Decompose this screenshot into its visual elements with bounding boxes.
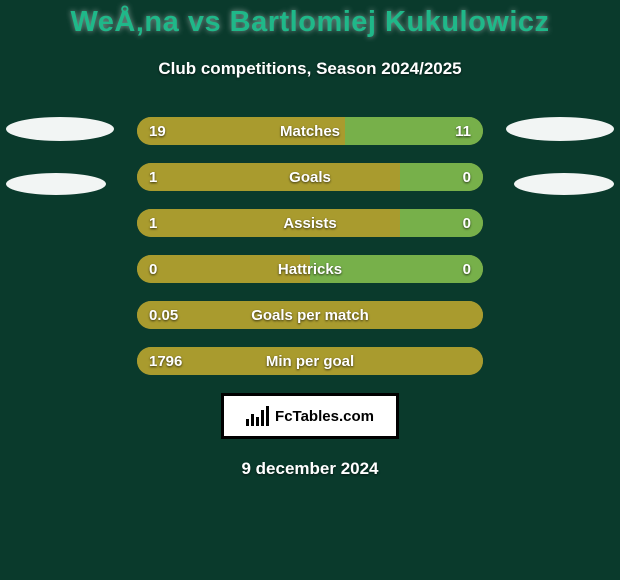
stat-label: Hattricks: [137, 255, 483, 283]
player-ellipse-icon: [6, 117, 114, 141]
stat-row: 00Hattricks: [137, 255, 483, 283]
stat-label: Matches: [137, 117, 483, 145]
stat-row: 0.05Goals per match: [137, 301, 483, 329]
stat-label: Min per goal: [137, 347, 483, 375]
ellipses-right: [506, 117, 614, 195]
player-ellipse-icon: [514, 173, 614, 195]
player-ellipse-icon: [506, 117, 614, 141]
stat-label: Goals: [137, 163, 483, 191]
stat-label: Assists: [137, 209, 483, 237]
title-vs: vs: [179, 6, 229, 38]
player-ellipse-icon: [6, 173, 106, 195]
watermark-bars-icon: [246, 406, 269, 426]
page-title: WeÅ‚na vs Bartlomiej Kukulowicz: [0, 6, 620, 39]
stat-row: 1911Matches: [137, 117, 483, 145]
ellipses-left: [6, 117, 114, 195]
stat-row: 1796Min per goal: [137, 347, 483, 375]
stat-label: Goals per match: [137, 301, 483, 329]
dateline: 9 december 2024: [0, 459, 620, 479]
comparison-card: WeÅ‚na vs Bartlomiej Kukulowicz Club com…: [0, 0, 620, 580]
watermark: FcTables.com: [221, 393, 399, 439]
subtitle: Club competitions, Season 2024/2025: [0, 59, 620, 79]
stat-row: 10Goals: [137, 163, 483, 191]
title-player2: Bartlomiej Kukulowicz: [230, 6, 550, 38]
watermark-text: FcTables.com: [275, 408, 374, 425]
stat-row: 10Assists: [137, 209, 483, 237]
title-player1: WeÅ‚na: [70, 6, 179, 38]
stat-rows: 1911Matches 10Goals 10Assists 00Hattricks 0.…: [137, 117, 483, 375]
chart-area: 1911Matches 10Goals 10Assists 00Hattricks 0.…: [0, 117, 620, 375]
